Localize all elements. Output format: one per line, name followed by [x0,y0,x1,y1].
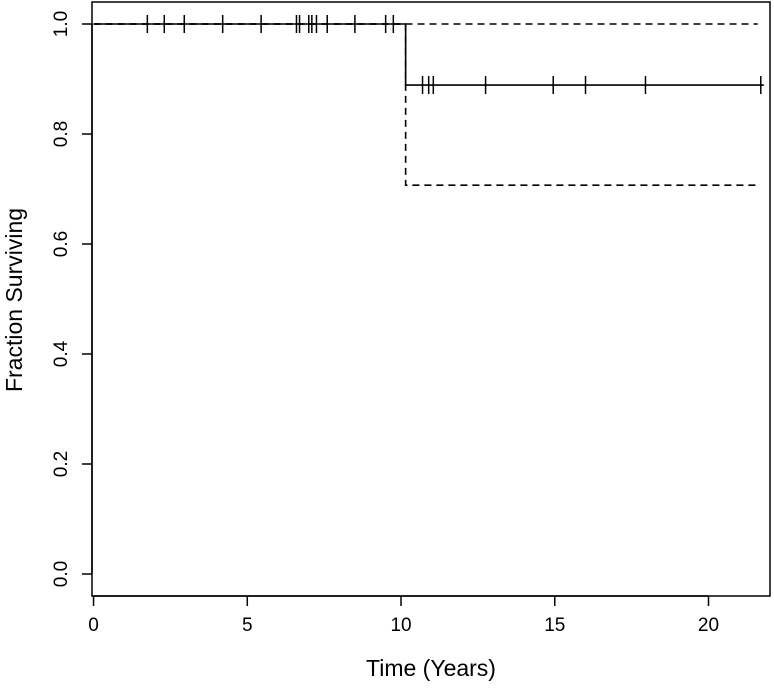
x-axis: 0 5 10 15 20 [88,595,719,636]
y-tick-label: 0.2 [51,451,72,477]
y-axis-title: Fraction Surviving [1,208,27,392]
chart-marks [93,15,764,186]
y-tick-label: 0.4 [51,340,72,367]
x-axis-title: Time (Years) [366,655,496,681]
x-tick-label: 0 [88,615,99,636]
survival-step-line [93,23,764,86]
y-tick-label: 0.8 [51,121,72,147]
x-tick-label: 10 [390,615,411,636]
plot-frame [91,1,771,597]
y-axis: 0.0 0.2 0.4 0.6 0.8 1.0 [51,11,93,587]
y-tick-label: 1.0 [51,11,72,37]
y-tick-label: 0.0 [51,561,72,587]
confidence-bound-line [93,23,758,186]
x-tick-label: 15 [544,615,565,636]
x-tick-label: 20 [698,615,719,636]
x-tick-label: 5 [242,615,253,636]
y-tick-label: 0.6 [51,231,72,257]
